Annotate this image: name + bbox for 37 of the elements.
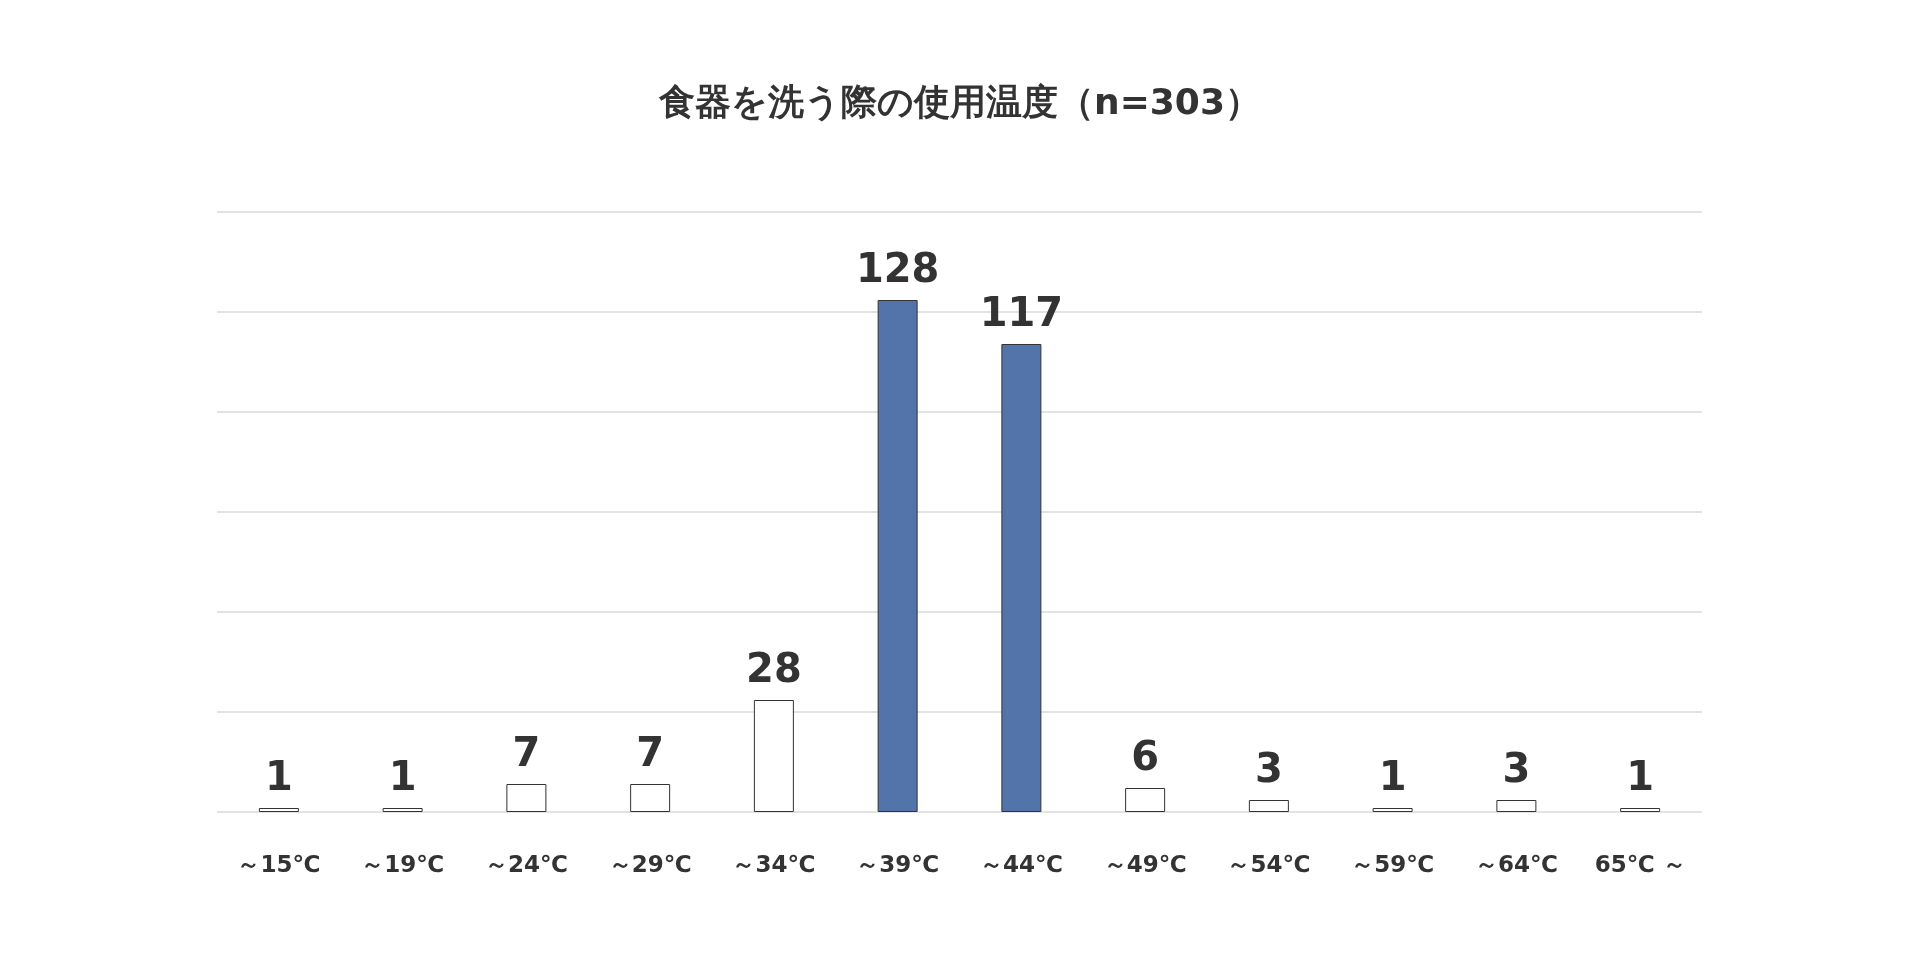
bar — [258, 808, 299, 812]
data-label: 6 — [1131, 733, 1160, 779]
x-tick-label: ～24℃ — [484, 850, 568, 877]
bar — [630, 784, 671, 812]
bar — [877, 300, 918, 812]
x-tick-label: ～39℃ — [856, 850, 940, 877]
x-tick-label: ～59℃ — [1351, 850, 1435, 877]
bar — [506, 784, 547, 812]
x-tick-label: ～49℃ — [1103, 850, 1187, 877]
data-label: 128 — [855, 245, 940, 291]
data-label: 1 — [1378, 753, 1407, 799]
x-tick-label: ～64℃ — [1474, 850, 1558, 877]
x-tick-label: ～29℃ — [608, 850, 692, 877]
data-label: 3 — [1254, 745, 1283, 791]
x-tick-label: ～34℃ — [732, 850, 816, 877]
bar — [1620, 808, 1661, 812]
bar — [1496, 800, 1537, 812]
data-label: 7 — [636, 729, 665, 775]
bar — [1001, 344, 1042, 812]
bar — [1125, 788, 1166, 812]
x-tick-label: ～19℃ — [361, 850, 445, 877]
data-label: 1 — [388, 753, 417, 799]
data-label: 3 — [1502, 745, 1531, 791]
data-label: 7 — [512, 729, 541, 775]
x-tick-label: ～15℃ — [237, 850, 321, 877]
data-label: 28 — [746, 645, 802, 691]
x-tick-label: ～44℃ — [979, 850, 1063, 877]
x-tick-label: ～54℃ — [1227, 850, 1311, 877]
data-label: 117 — [979, 289, 1064, 335]
bar — [1372, 808, 1413, 812]
bar — [1248, 800, 1289, 812]
bar — [753, 700, 794, 812]
chart-title: 食器を洗う際の使用温度（n=303） — [658, 80, 1261, 122]
data-label: 1 — [1626, 753, 1655, 799]
x-tick-label: 65℃ ～ — [1594, 850, 1686, 877]
bar — [382, 808, 423, 812]
data-label: 1 — [264, 753, 293, 799]
